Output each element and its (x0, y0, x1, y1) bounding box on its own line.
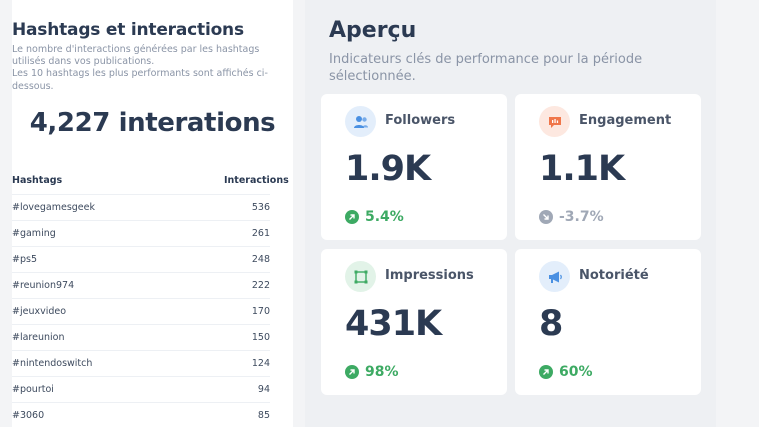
kpi-change: 5.4% (345, 209, 404, 225)
total-interactions: 4,227 interations (29, 108, 276, 138)
table-row: #ps5 248 (12, 246, 270, 272)
kpi-change: -3.7% (539, 209, 604, 225)
hashtag-count: 261 (251, 228, 270, 239)
hashtag-count: 85 (257, 410, 270, 421)
hashtag-count: 124 (251, 358, 270, 369)
megaphone-icon (539, 261, 570, 292)
hashtag-name: #lovegamesgeek (12, 202, 95, 213)
kpi-change: 60% (539, 364, 593, 380)
kpi-card-followers: Followers 1.9K 5.4% (321, 94, 507, 240)
hashtag-name: #3060 (12, 410, 45, 421)
kpi-card-impressions: Impressions 431K 98% (321, 249, 507, 395)
kpi-change-value: 98% (365, 364, 399, 380)
column-header-hashtags: Hashtags (12, 175, 63, 186)
arrow-up-icon (345, 210, 359, 224)
overview-subtitle: Indicateurs clés de performance pour la … (329, 52, 643, 84)
table-row: #lovegamesgeek 536 (12, 194, 270, 220)
hashtag-table: #lovegamesgeek 536 #gaming 261 #ps5 248 #re… (12, 194, 270, 427)
hashtags-card (12, 0, 293, 427)
hashtag-count: 170 (251, 306, 270, 317)
table-row: #nintendoswitch 124 (12, 350, 270, 376)
hashtag-name: #reunion974 (12, 280, 75, 291)
kpi-card-notoriete: Notoriété 8 60% (515, 249, 701, 395)
hashtag-count: 536 (251, 202, 270, 213)
kpi-label: Engagement (579, 113, 672, 128)
kpi-value: 1.9K (345, 149, 431, 189)
table-row: #pourtoi 94 (12, 376, 270, 402)
hashtag-name: #nintendoswitch (12, 358, 93, 369)
hashtag-count: 150 (251, 332, 270, 343)
hashtag-count: 94 (257, 384, 270, 395)
chat-icon (539, 106, 570, 137)
frame-icon (345, 261, 376, 292)
kpi-label: Followers (385, 113, 456, 128)
kpi-value: 1.1K (539, 149, 625, 189)
hashtags-title: Hashtags et interactions (12, 20, 244, 40)
hashtag-count: 248 (251, 254, 270, 265)
table-row: #gaming 261 (12, 220, 270, 246)
kpi-label: Impressions (385, 268, 474, 283)
table-row: #reunion974 222 (12, 272, 270, 298)
arrow-down-icon (539, 210, 553, 224)
table-row: #3060 85 (12, 402, 270, 427)
table-row: #jeuxvideo 170 (12, 298, 270, 324)
kpi-change-value: -3.7% (559, 209, 604, 225)
hashtag-name: #jeuxvideo (12, 306, 67, 317)
hashtags-description: Le nombre d'interactions générées par le… (12, 44, 268, 92)
hashtag-name: #ps5 (12, 254, 37, 265)
kpi-label: Notoriété (579, 268, 649, 283)
kpi-change: 98% (345, 364, 399, 380)
hashtag-name: #lareunion (12, 332, 65, 343)
kpi-value: 431K (345, 304, 442, 344)
users-icon (345, 106, 376, 137)
arrow-up-icon (345, 365, 359, 379)
table-row: #lareunion 150 (12, 324, 270, 350)
kpi-change-value: 5.4% (365, 209, 404, 225)
hashtag-count: 222 (251, 280, 270, 291)
overview-title: Aperçu (329, 18, 417, 43)
kpi-card-engagement: Engagement 1.1K -3.7% (515, 94, 701, 240)
hashtag-name: #pourtoi (12, 384, 54, 395)
kpi-value: 8 (539, 304, 563, 344)
arrow-up-icon (539, 365, 553, 379)
kpi-change-value: 60% (559, 364, 593, 380)
hashtag-name: #gaming (12, 228, 56, 239)
column-header-interactions: Interactions (224, 175, 289, 186)
